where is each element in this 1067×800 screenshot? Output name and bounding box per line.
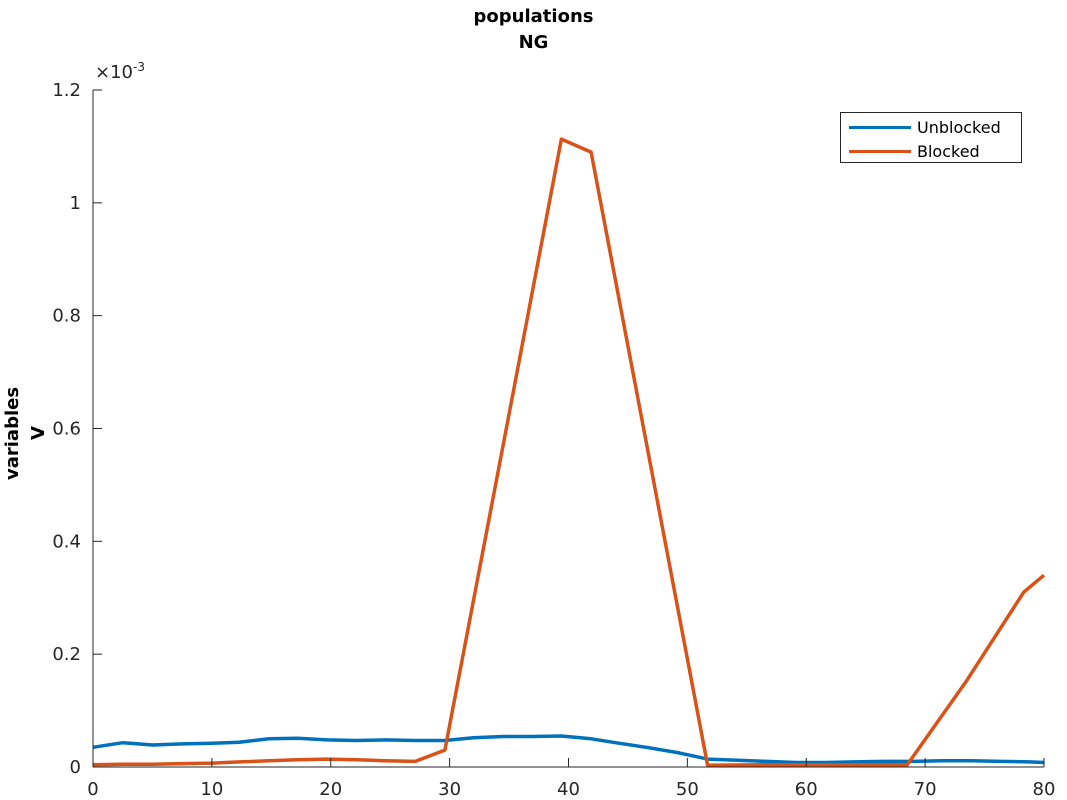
x-tick-label: 80 [1033, 779, 1056, 800]
x-tick-label: 10 [200, 779, 223, 800]
x-tick-label: 40 [557, 779, 580, 800]
x-tick-label: 20 [319, 779, 342, 800]
y-tick-label: 0.4 [52, 531, 81, 552]
y-axis-exponent-base: ×10 [95, 62, 133, 83]
chart-title-line-1: populations [473, 6, 594, 27]
y-tick-label: 0.2 [52, 644, 81, 665]
legend-label-blocked: Blocked [917, 141, 980, 161]
y-tick-label: 0.8 [52, 306, 81, 327]
axes-layer: 0 10 20 30 40 50 60 70 80 0 0.2 0.4 0.6 0.8 1 1.2 [52, 80, 1055, 800]
y-tick-label: 0 [70, 757, 81, 778]
x-tick-label: 70 [914, 779, 937, 800]
y-tick-label: 0.6 [52, 419, 81, 440]
legend-label-unblocked: Unblocked [917, 117, 1001, 137]
x-tick-label: 50 [676, 779, 699, 800]
chart-title-line-2: NG [518, 32, 549, 53]
legend-swatch-unblocked [849, 125, 911, 129]
legend-swatch-blocked [849, 149, 911, 153]
legend-entry-blocked: Blocked [849, 141, 980, 161]
x-tick-label: 0 [87, 779, 98, 800]
y-tick-label: 1.2 [52, 80, 81, 101]
x-tick-label: 30 [438, 779, 461, 800]
legend: Unblocked Blocked [840, 112, 1022, 163]
x-tick-label: 60 [795, 779, 818, 800]
legend-entry-unblocked: Unblocked [849, 117, 1001, 137]
y-axis-exponent-power: -3 [133, 60, 145, 74]
series-line-unblocked [92, 734, 1045, 765]
y-axis-exponent: ×10-3 [95, 60, 145, 83]
y-tick-label: 1 [70, 193, 81, 214]
series-layer [92, 137, 1046, 768]
series-line-blocked [92, 137, 1046, 768]
